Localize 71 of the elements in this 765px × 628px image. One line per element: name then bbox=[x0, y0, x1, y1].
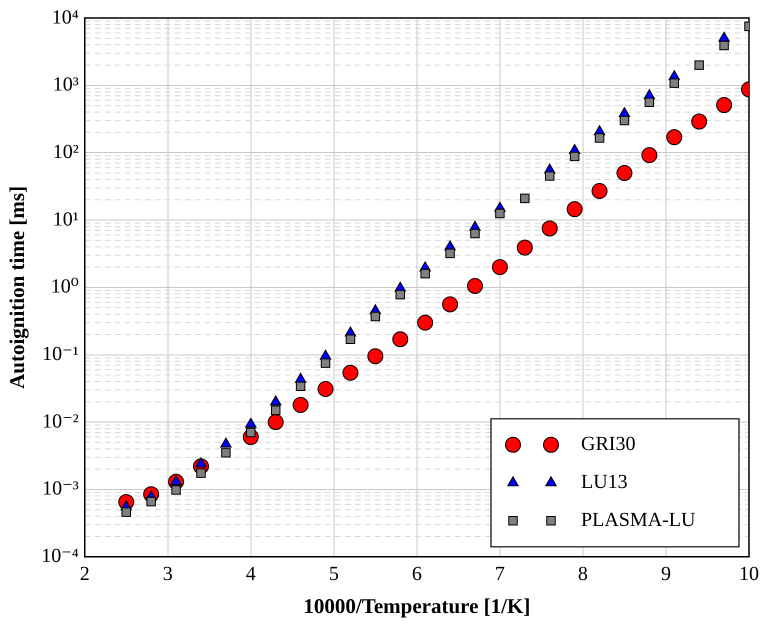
y-tick-label: 10⁴ bbox=[52, 6, 79, 28]
point bbox=[220, 438, 232, 448]
point bbox=[566, 201, 583, 218]
point bbox=[691, 114, 708, 130]
x-tick-label: 6 bbox=[412, 563, 422, 586]
point bbox=[594, 133, 604, 143]
point bbox=[268, 414, 284, 430]
point bbox=[221, 448, 231, 458]
point bbox=[245, 418, 256, 428]
point bbox=[342, 364, 358, 381]
point bbox=[196, 468, 206, 478]
point bbox=[246, 428, 256, 438]
point bbox=[670, 78, 680, 88]
point bbox=[716, 97, 732, 114]
x-tick-label: 9 bbox=[660, 563, 671, 586]
point bbox=[367, 348, 384, 364]
point bbox=[417, 314, 434, 331]
point bbox=[641, 147, 658, 164]
point bbox=[542, 220, 558, 236]
legend-label: PLASMA-LU bbox=[581, 509, 696, 532]
point bbox=[718, 32, 730, 42]
y-tick-label: 10² bbox=[52, 140, 79, 163]
point bbox=[470, 228, 480, 238]
legend-label: GRI30 bbox=[581, 433, 636, 456]
point bbox=[666, 129, 682, 146]
y-tick-label: 10⁰ bbox=[50, 276, 79, 298]
point bbox=[171, 485, 181, 495]
point bbox=[466, 278, 483, 294]
x-tick-label: 8 bbox=[578, 563, 588, 586]
x-tick-label: 7 bbox=[494, 563, 505, 586]
point bbox=[445, 248, 455, 258]
x-tick-label: 3 bbox=[162, 563, 173, 586]
y-tick-label: 10⁻¹ bbox=[42, 343, 79, 365]
y-tick-label: 10⁻³ bbox=[42, 478, 79, 500]
point bbox=[292, 396, 309, 413]
point bbox=[544, 171, 554, 181]
point bbox=[442, 296, 458, 312]
point bbox=[396, 290, 405, 300]
point bbox=[719, 40, 729, 50]
point bbox=[320, 358, 330, 368]
point bbox=[694, 60, 704, 70]
point bbox=[346, 334, 356, 344]
point bbox=[392, 331, 408, 348]
y-tick-label: 10⁻² bbox=[42, 410, 79, 432]
x-tick-label: 5 bbox=[328, 563, 339, 586]
point bbox=[296, 382, 306, 392]
y-tick-label: 10⁻⁴ bbox=[41, 545, 79, 568]
point bbox=[492, 259, 508, 276]
x-tick-label: 2 bbox=[80, 563, 90, 586]
point bbox=[122, 507, 131, 517]
point bbox=[495, 208, 505, 218]
y-tick-label: 10¹ bbox=[52, 208, 79, 230]
point bbox=[520, 194, 530, 204]
point bbox=[318, 381, 334, 398]
point bbox=[620, 116, 630, 126]
x-tick-label: 4 bbox=[246, 563, 256, 586]
point bbox=[270, 395, 282, 406]
y-tick-label: 10³ bbox=[52, 74, 79, 96]
point bbox=[592, 183, 608, 199]
x-tick-label: 10 bbox=[739, 563, 759, 586]
y-axis-title: Autoignition time [ms] bbox=[5, 186, 30, 389]
x-axis-title: 10000/Temperature [1/K] bbox=[303, 594, 530, 618]
point bbox=[516, 240, 533, 256]
point bbox=[420, 268, 430, 278]
point bbox=[370, 312, 380, 322]
point bbox=[146, 496, 156, 506]
point bbox=[570, 152, 580, 162]
point bbox=[616, 164, 632, 181]
point bbox=[270, 406, 280, 415]
point bbox=[644, 98, 654, 108]
legend-label: LU13 bbox=[581, 471, 628, 494]
